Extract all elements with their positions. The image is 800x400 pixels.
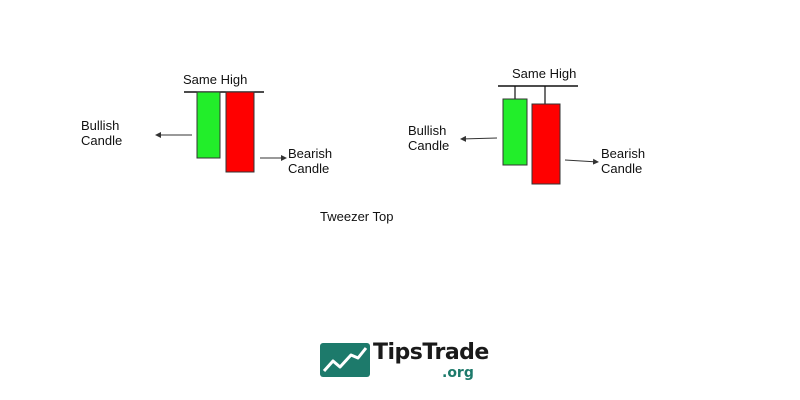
logo-icon (320, 343, 370, 377)
left-bearish-label-line1: Bearish (288, 146, 333, 161)
caption: Tweezer Top (320, 209, 394, 224)
left-bullish-label-line2: Candle (81, 133, 123, 148)
bullish-candle (196, 91, 221, 159)
bearish-candle (225, 91, 255, 173)
bullish-arrow (460, 135, 498, 142)
bullish-candle (502, 98, 528, 166)
right-bullish-label-line2: Candle (408, 138, 450, 153)
left-bearish-label-line2: Candle (288, 161, 330, 176)
logo-name: TipsTrade (373, 340, 489, 365)
bearish-arrow (564, 158, 599, 165)
bearish-candle (531, 103, 561, 185)
right-bullish-label-line1: Bullish (408, 123, 447, 138)
logo-suffix: .org (442, 365, 474, 381)
right-same-high-label: Same High (512, 66, 577, 81)
right-bearish-label-line1: Bearish (601, 146, 646, 161)
right-bearish-label-line2: Candle (601, 161, 643, 176)
right-pattern (460, 85, 599, 185)
left-bullish-label-line1: Bullish (81, 118, 120, 133)
left-pattern (155, 91, 287, 173)
left-same-high-label: Same High (183, 72, 248, 87)
